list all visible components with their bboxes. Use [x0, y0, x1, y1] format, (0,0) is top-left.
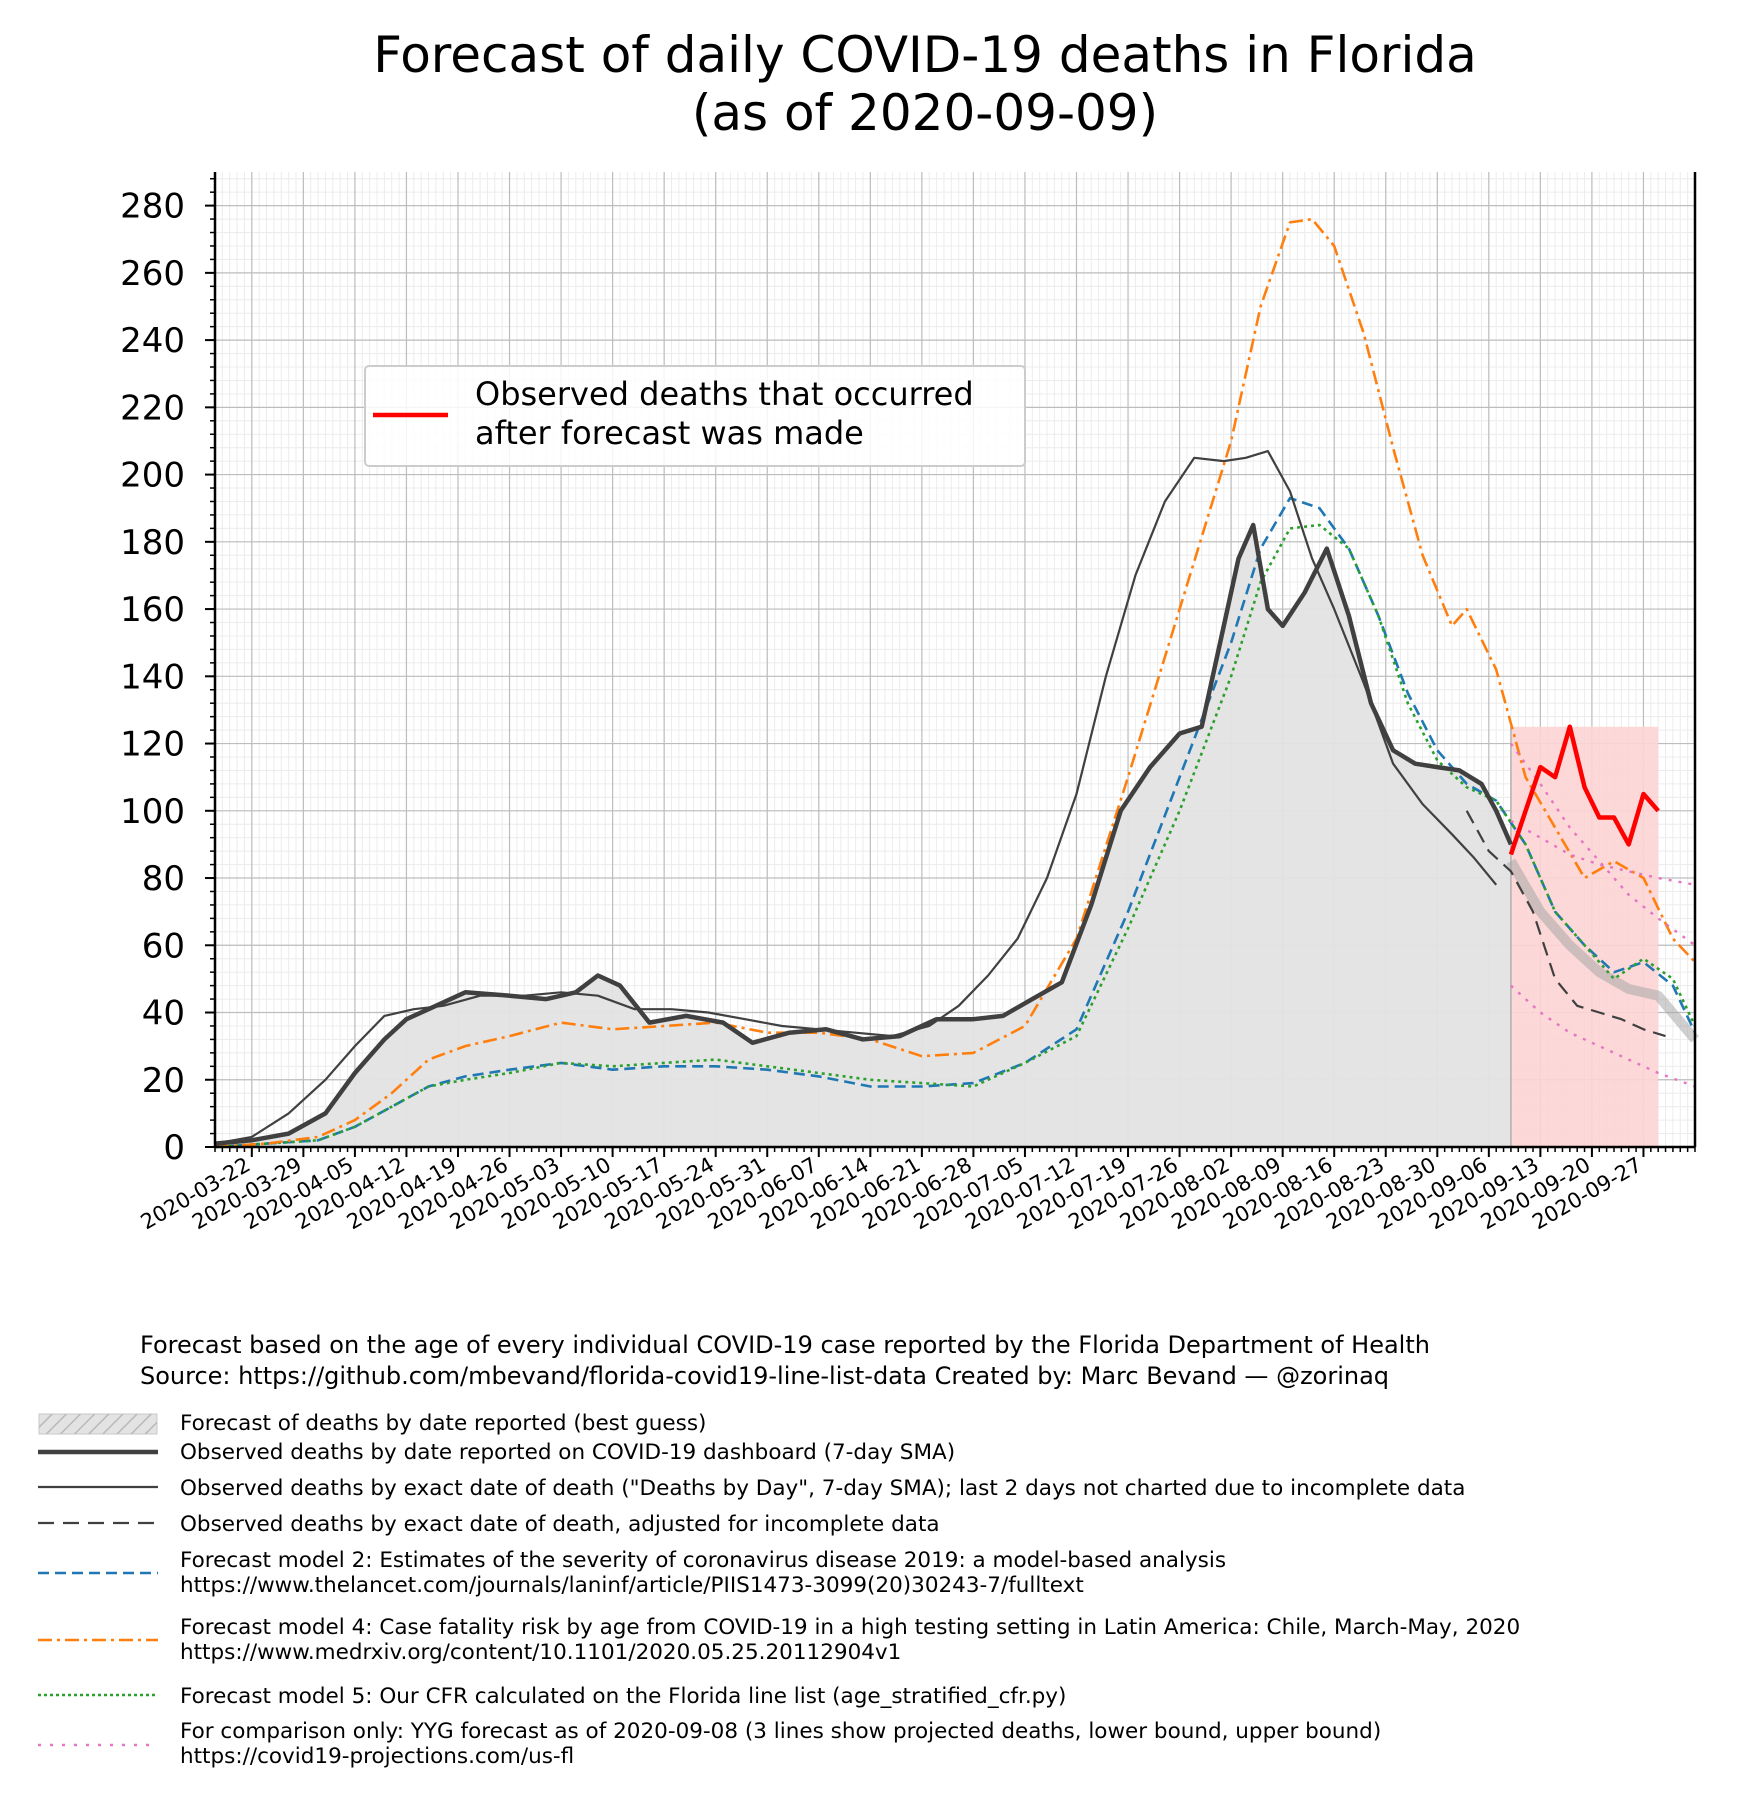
legend-label: Observed deaths by exact date of death, … [180, 1512, 940, 1537]
y-tick-label: 40 [142, 994, 185, 1034]
y-tick-label: 0 [163, 1128, 185, 1168]
series-line-9 [1508, 724, 1660, 856]
legend-swatch-model5 [38, 1693, 158, 1697]
y-tick-label: 140 [120, 657, 185, 697]
legend-url: https://www.medrxiv.org/content/10.1101/… [180, 1640, 902, 1665]
legend-label: Forecast model 4: Case fatality risk by … [180, 1615, 1521, 1640]
legend-label: Forecast model 5: Our CFR calculated on … [180, 1684, 1067, 1709]
inset-legend: Observed deaths that occurred after fore… [364, 365, 1026, 467]
legend-label: Forecast model 2: Estimates of the sever… [180, 1548, 1227, 1573]
legend-item-model4: Forecast model 4: Case fatality risk by … [180, 1615, 1520, 1665]
legend-swatch-model4 [38, 1638, 158, 1642]
footer-line1: Forecast based on the age of every indiv… [140, 1331, 1430, 1359]
footer-line2: Source: https://github.com/mbevand/flori… [140, 1362, 1390, 1390]
forecast-area-fill [215, 525, 1511, 1147]
y-tick-label: 220 [120, 388, 185, 428]
x-tick-labels: 2020-03-222020-03-292020-04-052020-04-12… [137, 1153, 1646, 1235]
legend-swatch-model2 [38, 1571, 158, 1575]
legend-item-band: Forecast of deaths by date reported (bes… [180, 1411, 706, 1436]
footer-note: Forecast based on the age of every indiv… [140, 1330, 1430, 1392]
series-line-10 [1506, 858, 1699, 1043]
legend-swatch-exact [38, 1485, 158, 1489]
legend-item-adjusted: Observed deaths by exact date of death, … [180, 1512, 940, 1537]
series-line-2 [1465, 810, 1666, 1038]
shaded-regions [215, 525, 1659, 1147]
legend-swatch-yyg [38, 1743, 158, 1747]
y-tick-label: 280 [120, 187, 185, 227]
legend-item-exact: Observed deaths by exact date of death (… [180, 1476, 1465, 1501]
y-tick-label: 60 [142, 926, 185, 966]
legend-label: For comparison only: YYG forecast as of … [180, 1719, 1382, 1744]
y-tick-label: 100 [120, 792, 185, 832]
y-tick-label: 260 [120, 254, 185, 294]
legend-label: Observed deaths by date reported on COVI… [180, 1440, 956, 1465]
legend-item-dashboard: Observed deaths by date reported on COVI… [180, 1440, 955, 1465]
y-tick-labels: 0 20 40 60 80 100 120 140 160 180 200 220 240 260 280 [120, 187, 185, 1168]
y-tick-label: 240 [120, 321, 185, 361]
legend-swatch-dashboard [38, 1449, 158, 1455]
series-line-0 [214, 522, 1513, 1146]
inset-legend-label-line1: Observed deaths that occurred [475, 375, 974, 413]
legend-item-model2: Forecast model 2: Estimates of the sever… [180, 1548, 1226, 1598]
legend-url: https://covid19-projections.com/us-fl [180, 1744, 575, 1769]
legend-label: Observed deaths by exact date of death (… [180, 1476, 1466, 1501]
y-tick-label: 20 [142, 1061, 185, 1101]
chart-title-line1: Forecast of daily COVID-19 deaths in Flo… [373, 26, 1477, 84]
series-line-7 [1510, 984, 1696, 1088]
axes [205, 172, 1697, 1157]
legend-url: https://www.thelancet.com/journals/lanin… [180, 1573, 1084, 1598]
legend-swatch-adjusted [38, 1521, 158, 1525]
legend-item-yyg: For comparison only: YYG forecast as of … [180, 1719, 1381, 1769]
inset-legend-box [364, 365, 1026, 467]
y-tick-label: 180 [120, 523, 185, 563]
legend-item-model5: Forecast model 5: Our CFR calculated on … [180, 1684, 1066, 1709]
legend-label: Forecast of deaths by date reported (bes… [180, 1411, 707, 1436]
series-layer [214, 217, 1699, 1149]
post-forecast-region [1510, 726, 1659, 1147]
chart-title-line2: (as of 2020-09-09) [692, 84, 1158, 142]
y-tick-label: 80 [142, 859, 185, 899]
inset-legend-label-line2: after forecast was made [475, 414, 864, 452]
legend-swatch-band [38, 1413, 158, 1435]
y-tick-label: 160 [120, 590, 185, 630]
y-tick-label: 120 [120, 725, 185, 765]
y-tick-label: 200 [120, 456, 185, 496]
series-line-5 [214, 523, 1697, 1149]
